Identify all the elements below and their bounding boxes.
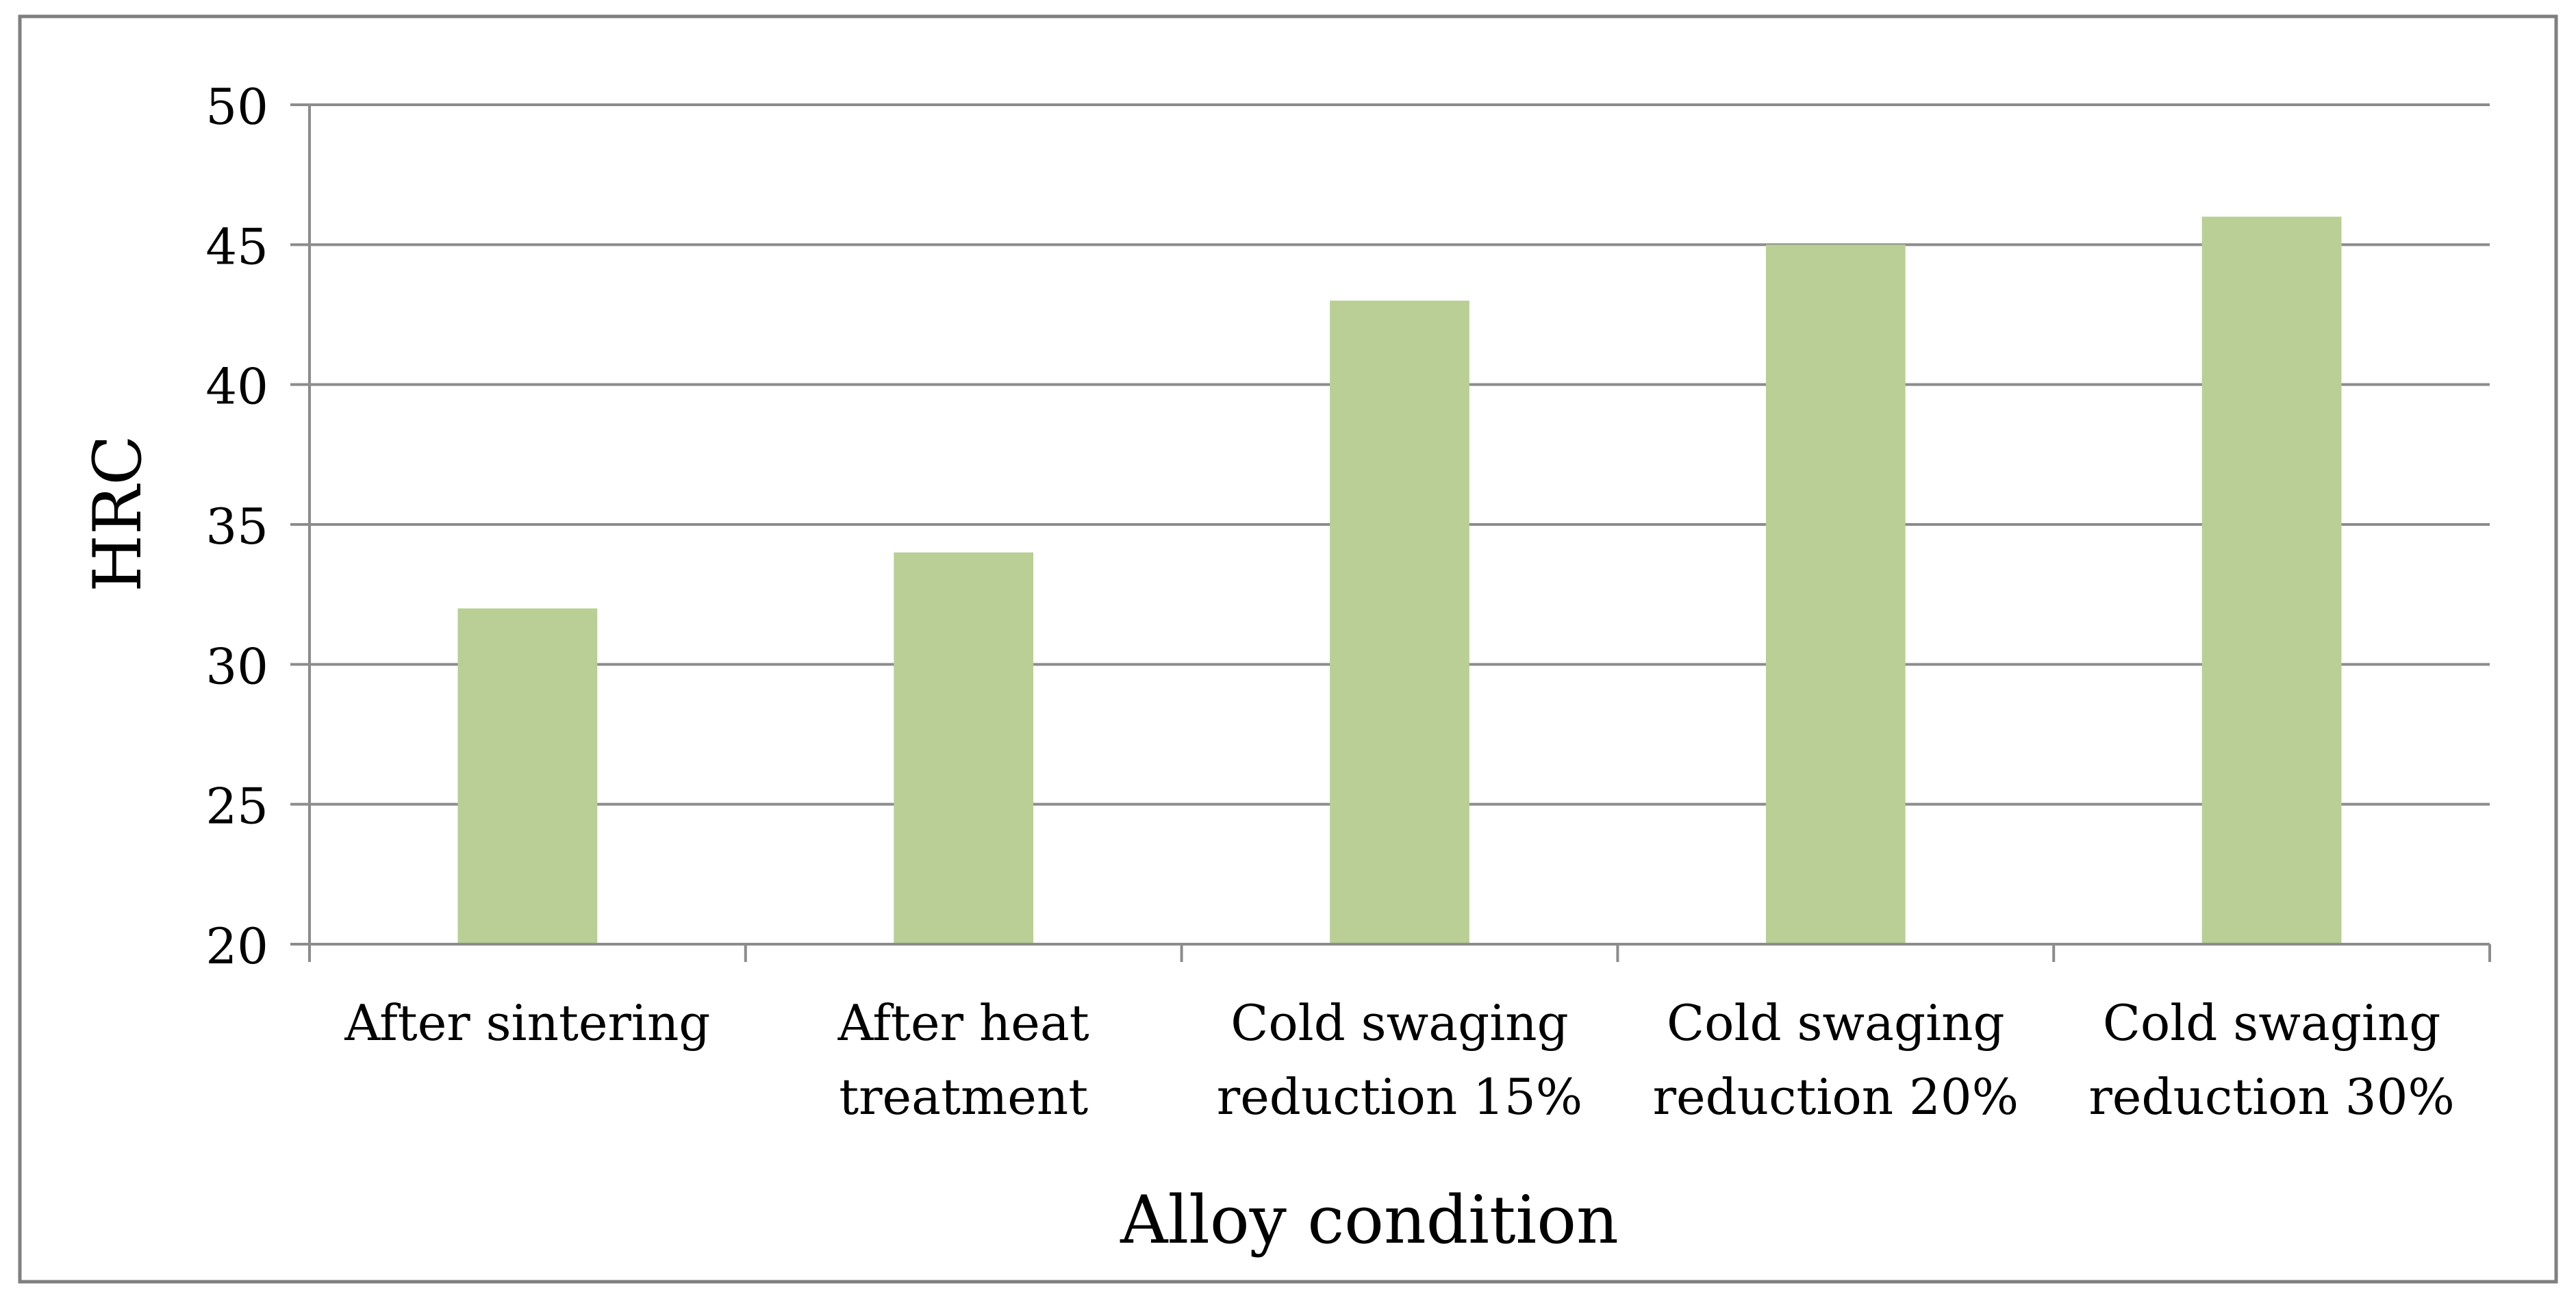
y-tick-label-25: 25 <box>205 778 268 835</box>
gridlines <box>310 103 2490 806</box>
x-tick-label-2-line-1: After heat <box>837 994 1089 1052</box>
y-tick-label-30: 30 <box>205 637 268 695</box>
bar-2 <box>894 552 1034 944</box>
x-axis-title: Alloy condition <box>1120 1182 1619 1258</box>
y-axis-title: HRC <box>79 435 156 592</box>
y-tick-label-45: 45 <box>205 218 268 275</box>
axes <box>290 103 2491 962</box>
x-tick-label-4-line-2: reduction 20% <box>1653 1068 2019 1126</box>
x-tick-label-1-line-1: After sintering <box>344 994 710 1052</box>
chart-border <box>18 14 2558 1284</box>
bar-3 <box>1330 301 1469 945</box>
x-tick-label-2-line-2: treatment <box>839 1068 1088 1126</box>
bar-1 <box>457 608 598 944</box>
bar-5 <box>2201 216 2342 944</box>
tick-labels: 20 25 30 35 40 45 50 After sintering After heat t… <box>205 78 2454 1126</box>
x-tick-label-4-line-1: Cold swaging <box>1667 994 2005 1052</box>
x-tick-label-3-line-1: Cold swaging <box>1230 994 1569 1052</box>
bar-4 <box>1765 244 1906 944</box>
x-tick-label-5-line-1: Cold swaging <box>2103 994 2441 1052</box>
bars <box>457 216 2342 945</box>
x-tick-label-3-line-2: reduction 15% <box>1217 1068 1582 1126</box>
y-tick-label-40: 40 <box>205 358 268 416</box>
y-tick-label-35: 35 <box>205 498 268 555</box>
x-tick-label-5-line-2: reduction 30% <box>2088 1068 2454 1126</box>
y-tick-label-20: 20 <box>205 917 268 975</box>
y-tick-label-50: 50 <box>205 78 268 136</box>
